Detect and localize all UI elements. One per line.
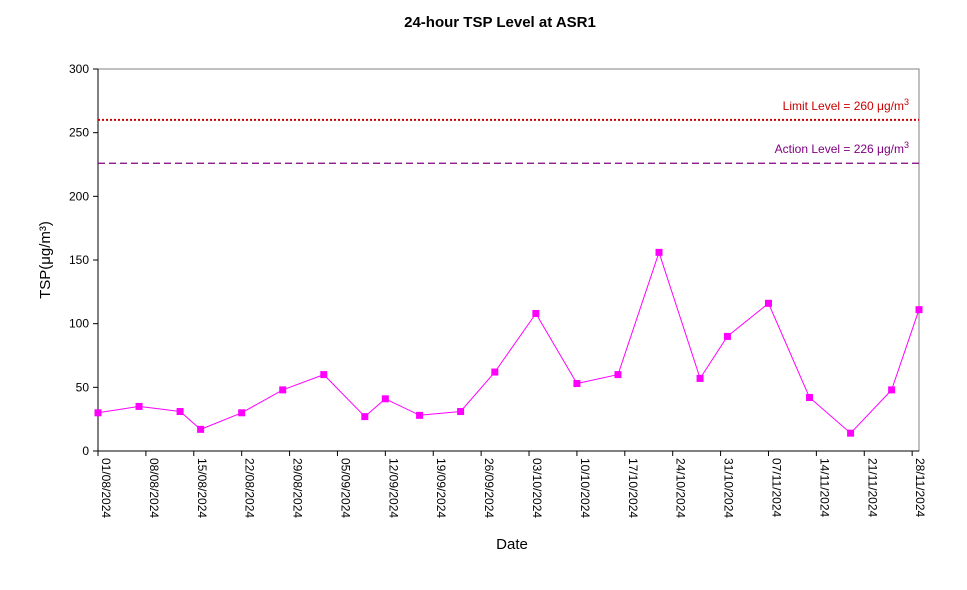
action-level-label-text: Action Level = 226 μg/m [775, 142, 904, 156]
x-tick-label: 01/08/2024 [99, 458, 113, 518]
y-axis-label: TSP(μg/m³) [37, 221, 54, 299]
x-tick-label: 08/08/2024 [147, 458, 161, 518]
x-tick-label: 19/09/2024 [434, 458, 448, 518]
x-tick-label: 12/09/2024 [386, 458, 400, 518]
data-point [416, 411, 424, 419]
x-axis-label: Date [496, 536, 528, 553]
y-tick-label: 250 [69, 126, 89, 140]
x-tick-label: 10/10/2024 [578, 458, 592, 518]
data-point [915, 306, 923, 314]
data-point [381, 395, 389, 403]
x-tick-label: 22/08/2024 [243, 458, 257, 518]
data-point [491, 368, 499, 376]
x-tick-label: 14/11/2024 [817, 458, 831, 517]
data-point [764, 299, 772, 307]
x-tick-label: 05/09/2024 [338, 458, 352, 518]
data-point [696, 374, 704, 382]
series-line [97, 250, 920, 434]
x-tick-label: 21/11/2024 [865, 458, 879, 517]
y-tick-label: 0 [82, 444, 89, 458]
plot-area [97, 68, 920, 452]
limit-level-label: Limit Level = 260 μg/m3 [783, 97, 909, 113]
data-point [806, 394, 814, 402]
x-tick-label: 17/10/2024 [626, 458, 640, 518]
y-tick-label: 50 [76, 380, 90, 394]
data-point [655, 248, 663, 256]
data-point [94, 409, 102, 417]
data-point [723, 332, 731, 340]
action-level-label-superscript: 3 [904, 140, 909, 150]
data-point [361, 413, 369, 421]
y-tick-label: 100 [69, 317, 89, 331]
data-point [320, 371, 328, 379]
x-tick-label: 28/11/2024 [913, 458, 927, 517]
data-point [573, 380, 581, 388]
x-axis: 01/08/2024 08/08/2024 15/08/2024 22/08/2024… [97, 450, 927, 518]
data-point [238, 409, 246, 417]
action-level-label: Action Level = 226 μg/m3 [775, 140, 909, 156]
data-point [135, 402, 143, 410]
data-point [532, 309, 540, 317]
x-tick-label: 26/09/2024 [482, 458, 496, 518]
limit-level-label-text: Limit Level = 260 μg/m [783, 99, 904, 113]
data-point [888, 386, 896, 394]
data-point [279, 386, 287, 394]
data-point [614, 371, 622, 379]
y-tick-label: 300 [69, 62, 89, 76]
plot-frame [97, 68, 920, 452]
x-tick-label: 15/08/2024 [195, 458, 209, 518]
y-axis: 0 50 100 150 200 250 300 [69, 62, 99, 458]
x-tick-label: 24/10/2024 [674, 458, 688, 518]
data-point [197, 425, 205, 433]
data-point [176, 408, 184, 416]
y-tick-label: 200 [69, 189, 89, 203]
x-tick-label: 29/08/2024 [291, 458, 305, 518]
chart-title: 24-hour TSP Level at ASR1 [404, 14, 596, 31]
x-tick-label: 03/10/2024 [530, 458, 544, 518]
x-tick-label: 31/10/2024 [722, 458, 736, 518]
x-tick-label: 07/11/2024 [769, 458, 783, 517]
y-tick-label: 150 [69, 253, 89, 267]
data-point [847, 429, 855, 437]
series-layer [94, 248, 923, 437]
limit-level-label-superscript: 3 [904, 97, 909, 107]
data-point [457, 408, 465, 416]
